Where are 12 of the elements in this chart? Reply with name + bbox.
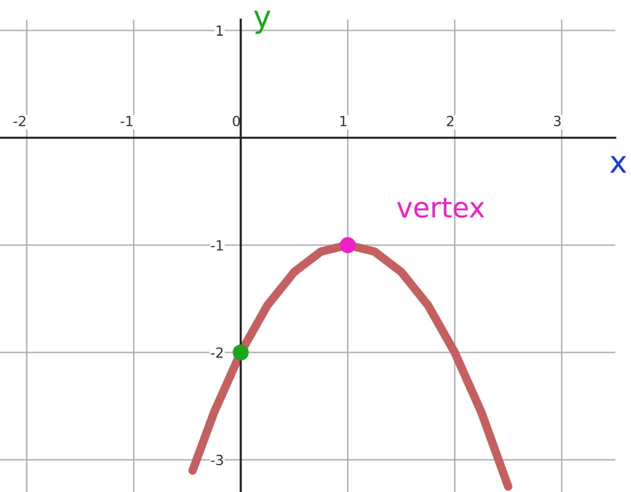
x-tick-label: -2 [14,116,26,126]
x-tick-label: -1 [120,116,132,126]
x-tick-label: 3 [554,116,561,126]
x-tick-label: 2 [446,116,454,126]
y-tick-label: -3 [210,454,223,466]
y-tick-label: 1 [216,26,223,36]
x-axis-title: x [610,156,626,173]
x-tick-label: 1 [340,116,346,126]
y-axis-title: y [254,10,270,34]
y-tick-label: -1 [210,240,223,250]
annotation: vertex [397,198,484,218]
y-tick-label: -2 [210,347,223,358]
